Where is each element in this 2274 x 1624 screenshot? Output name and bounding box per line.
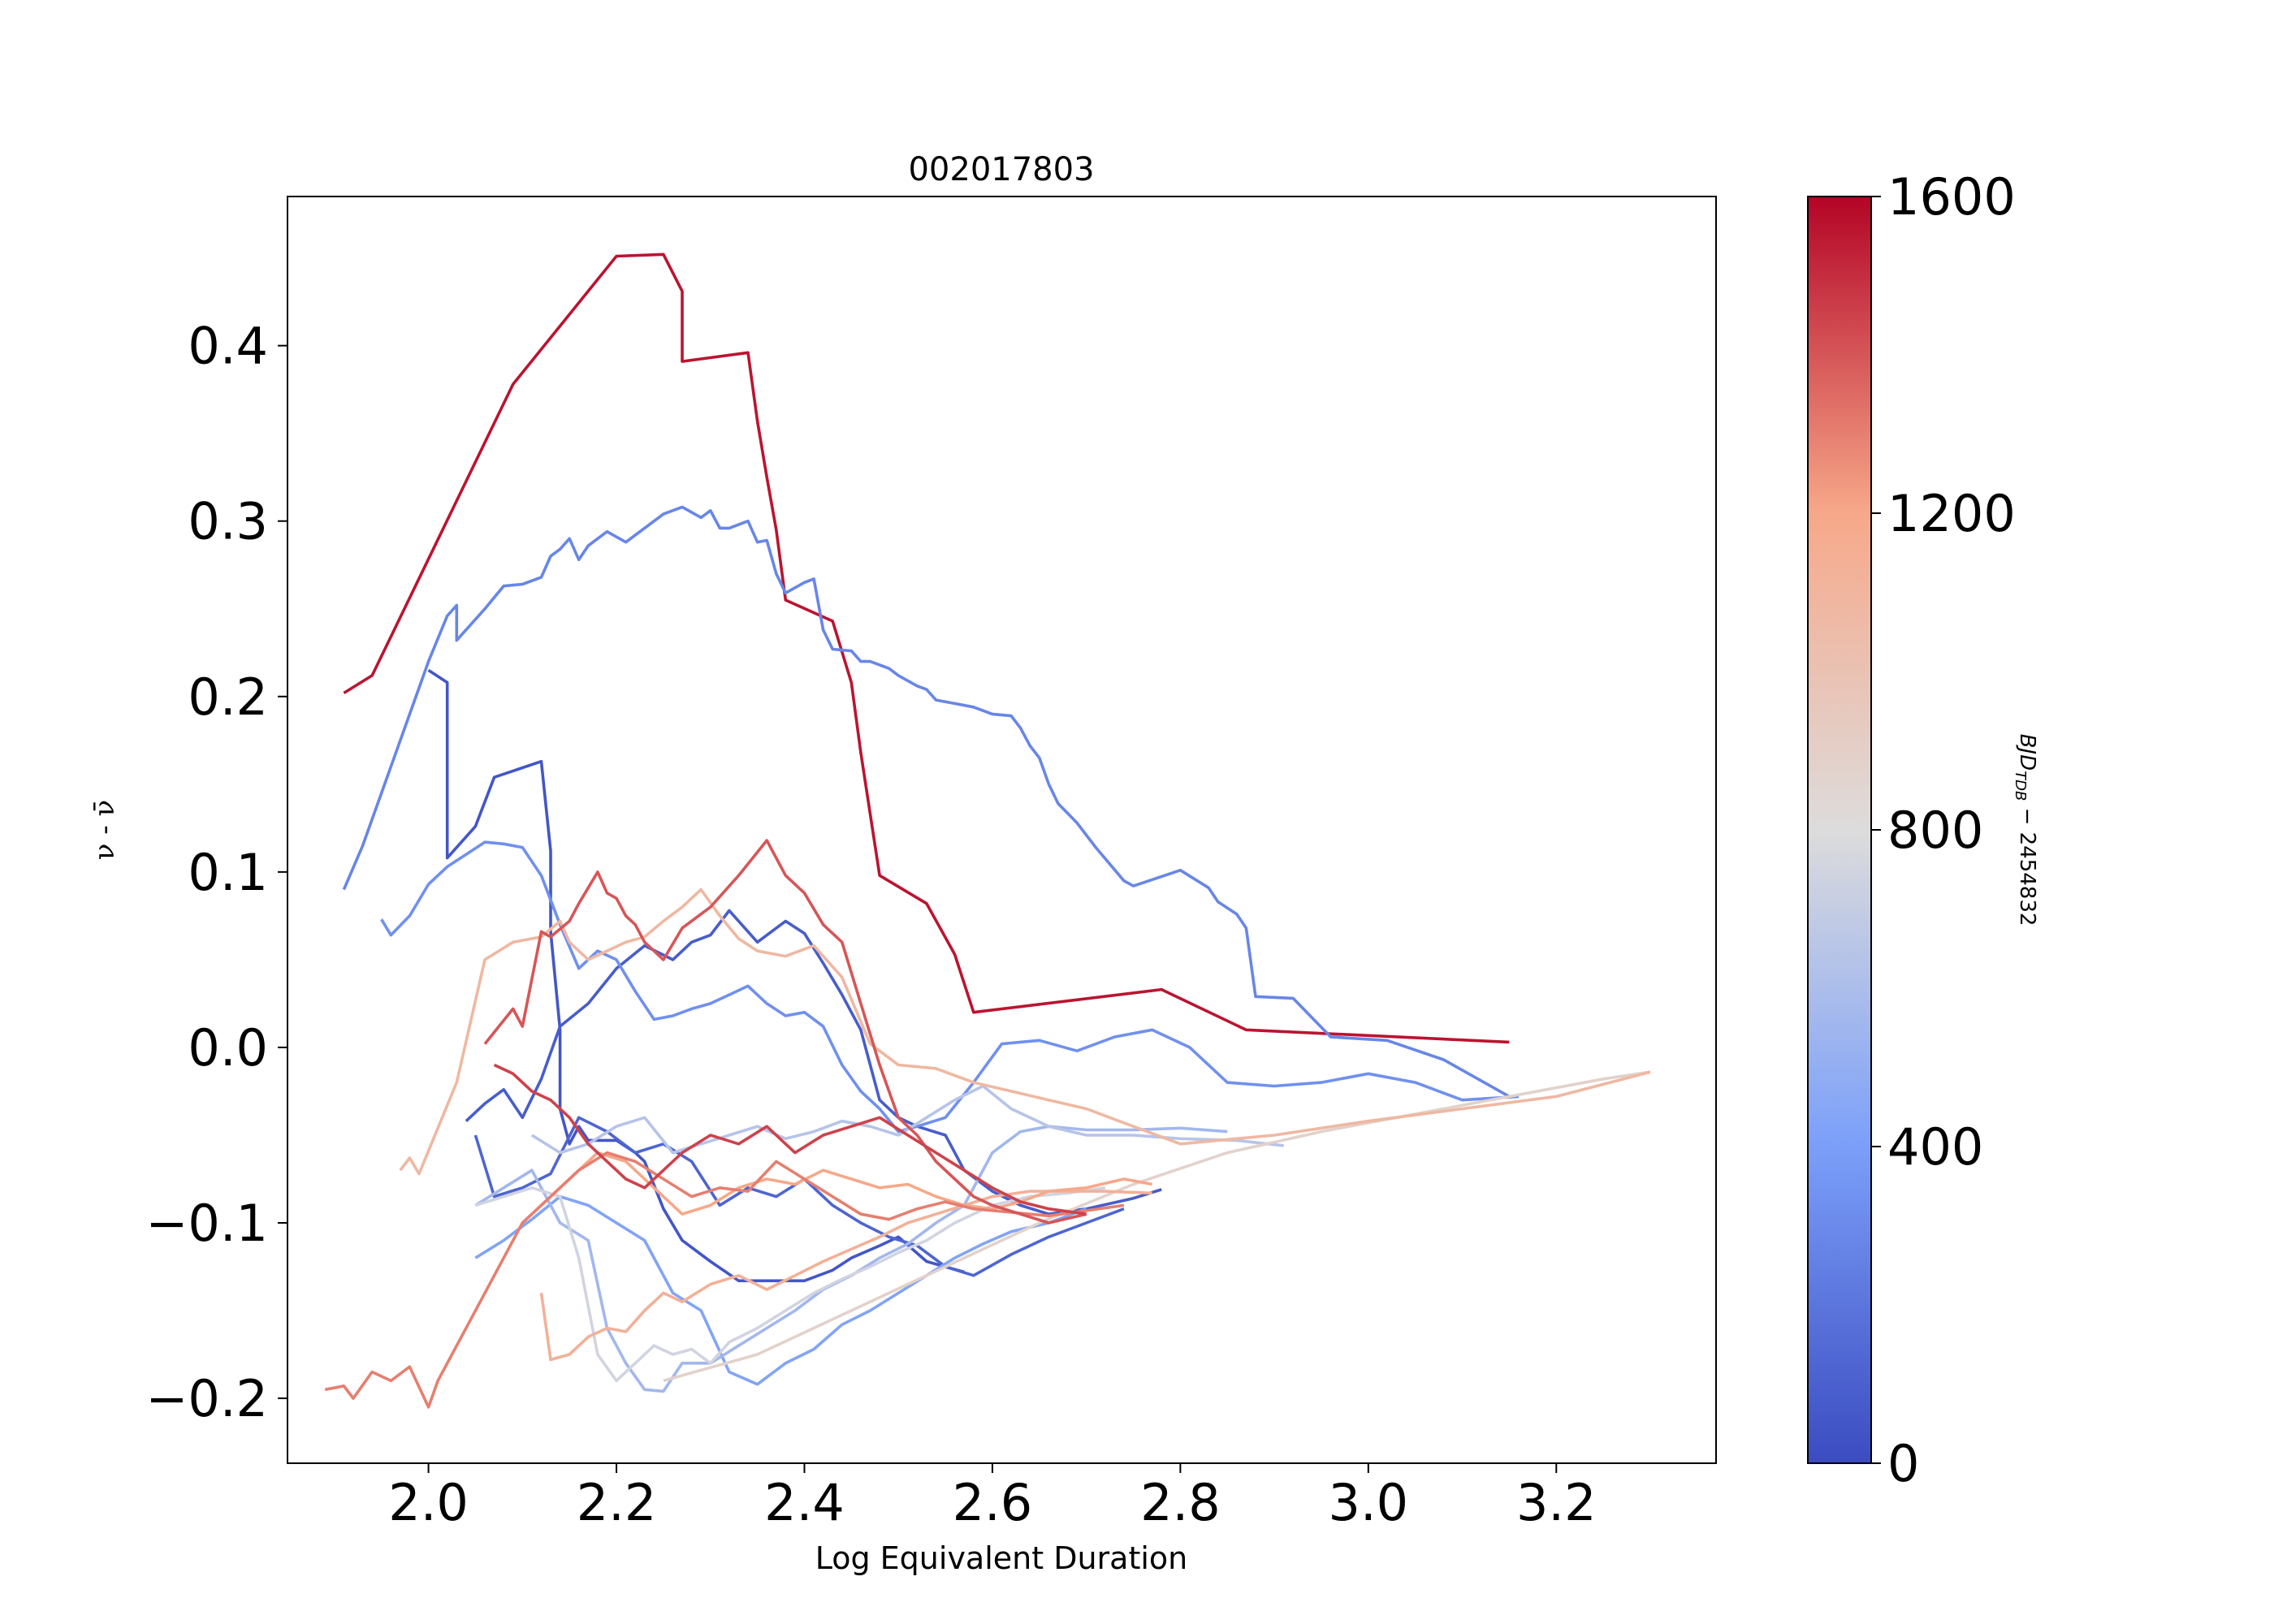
series-line-12: [399, 888, 1651, 1176]
y-tick-label: 0.0: [188, 1018, 268, 1078]
colorbar-label-tail: − 2454832: [2015, 801, 2039, 926]
series-line-7: [474, 1194, 1087, 1386]
x-tick-label: 3.2: [1516, 1473, 1597, 1532]
series-line-5: [473, 1116, 1125, 1277]
series-line-17: [493, 1063, 1087, 1216]
series-line-4: [465, 909, 1162, 1216]
series-line-8: [474, 1125, 1228, 1393]
y-tick-label: −0.2: [145, 1369, 268, 1428]
series-line-13: [539, 1190, 1152, 1362]
y-axis-label: ν - ν̄: [89, 800, 121, 860]
series-line-6: [380, 840, 1520, 1134]
colorbar-tick-label: 400: [1887, 1117, 1983, 1177]
series-layer: [324, 253, 1651, 1409]
x-axis-label: Log Equivalent Duration: [815, 1540, 1188, 1576]
series-line-14: [540, 1151, 1153, 1216]
y-tick-label: 0.3: [188, 492, 268, 551]
series-line-15: [324, 1151, 1125, 1409]
plot-frame: [287, 196, 1717, 1464]
chart-title: 002017803: [908, 151, 1094, 188]
x-tick-label: 2.8: [1140, 1473, 1221, 1532]
y-tick-label: −0.1: [145, 1194, 268, 1253]
colorbar-tick-label: 0: [1887, 1434, 1919, 1493]
colorbar-tick-label: 1200: [1887, 484, 2016, 543]
colorbar: [1807, 196, 1872, 1464]
colorbar-tick-label: 800: [1887, 801, 1983, 860]
colorbar-label-main: BJD: [2015, 734, 2039, 771]
y-axis-ticks: −0.2 −0.1 0.0 0.1 0.2 0.3 0.4: [145, 317, 287, 1428]
y-tick-label: 0.4: [188, 317, 268, 376]
series-line-16: [483, 839, 1087, 1224]
x-tick-label: 2.6: [953, 1473, 1033, 1532]
series-line-2: [342, 505, 1511, 1098]
x-axis-ticks: 2.0 2.2 2.4 2.6 2.8 3.0 3.2: [388, 1463, 1597, 1532]
x-tick-label: 2.2: [577, 1473, 657, 1532]
series-line-11: [663, 1070, 1651, 1383]
colorbar-label-sub: TDB: [2012, 771, 2029, 801]
series-line-9: [530, 1084, 1284, 1155]
x-tick-label: 2.4: [764, 1473, 845, 1532]
x-tick-label: 2.0: [388, 1473, 469, 1532]
series-line-1: [343, 253, 1510, 1044]
colorbar-ticks: 0 400 800 1200 1600: [1871, 167, 2016, 1493]
colorbar-tick-label: 1600: [1887, 167, 2016, 227]
y-tick-label: 0.2: [188, 667, 268, 727]
series-line-3: [427, 668, 965, 1283]
colorbar-label: BJDTDB − 2454832: [2012, 734, 2039, 926]
x-tick-label: 3.0: [1329, 1473, 1409, 1532]
y-tick-label: 0.1: [188, 843, 268, 902]
series-line-10: [474, 1186, 1106, 1383]
